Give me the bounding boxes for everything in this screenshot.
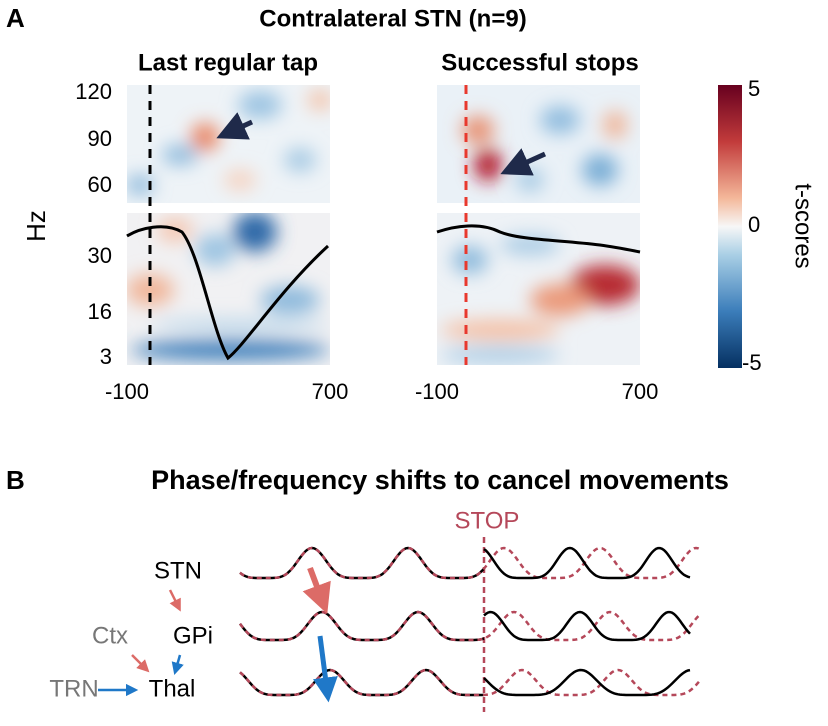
waveform (239, 546, 485, 580)
node: STN (154, 557, 202, 584)
arrow (168, 589, 181, 612)
panel-label: A (6, 3, 25, 33)
waveform (239, 610, 485, 642)
colorbar-label: t-scores (790, 183, 817, 268)
panel-title: Contralateral STN (n=9) (259, 5, 526, 32)
arrow (302, 566, 331, 615)
colorbar-tick: 0 (748, 212, 760, 237)
y-tick-label: 3 (100, 344, 112, 369)
x-tick-label: -100 (105, 379, 149, 404)
y-tick-label: 60 (88, 172, 112, 197)
panel-title: Phase/frequency shifts to cancel movemen… (151, 465, 729, 495)
node: TRN (49, 675, 98, 702)
waveform (483, 610, 691, 642)
node: Ctx (92, 622, 128, 649)
waveform (483, 546, 691, 580)
colorbar-tick: 5 (748, 76, 760, 101)
subplot-title: Successful stops (441, 49, 638, 76)
y-tick-label: 16 (88, 299, 112, 324)
x-tick-label: -100 (415, 379, 459, 404)
x-tick-label: 700 (622, 379, 659, 404)
y-tick-label: 120 (75, 79, 112, 104)
waveform (239, 668, 701, 697)
x-tick-label: 700 (312, 379, 349, 404)
y-tick-label: 90 (88, 126, 112, 151)
arrow (500, 148, 547, 176)
y-axis-label: Hz (21, 210, 51, 242)
y-tick-label: 30 (88, 243, 112, 268)
arrow (131, 654, 150, 673)
arrow (216, 112, 254, 140)
trace (126, 225, 330, 361)
colorbar (718, 85, 742, 368)
waveform (239, 668, 485, 697)
heatmaps (126, 85, 742, 368)
node: GPi (173, 622, 213, 649)
subplot-title: Last regular tap (138, 49, 318, 76)
panel-label: B (6, 465, 25, 495)
trace (436, 224, 641, 254)
waveform (239, 546, 701, 580)
arrow (171, 654, 184, 676)
colorbar-tick: -5 (742, 350, 762, 375)
waveform (483, 668, 691, 697)
arrow (312, 635, 338, 703)
node: Thal (149, 675, 196, 702)
waveform (239, 610, 701, 642)
stop-label: STOP (455, 507, 520, 534)
